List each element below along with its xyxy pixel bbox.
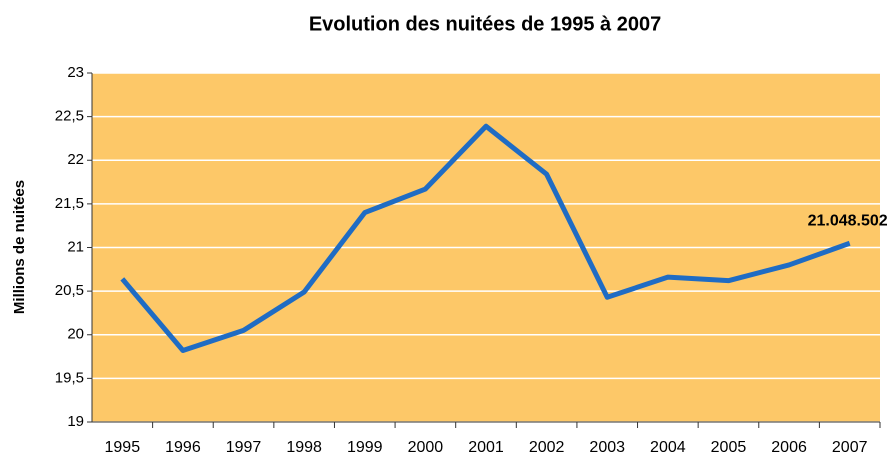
y-tick-label: 19,5 (55, 369, 84, 386)
x-tick-label: 1996 (165, 439, 201, 456)
x-tick-label: 2005 (711, 439, 747, 456)
x-tick-label: 2006 (771, 439, 807, 456)
y-tick-label: 20 (67, 326, 84, 343)
y-tick-label: 21 (67, 238, 84, 255)
y-axis-label: Millions de nuitées (11, 180, 28, 314)
x-tick-label: 2007 (832, 439, 868, 456)
data-label: 21.048.502 (808, 212, 888, 229)
y-tick-label: 19 (67, 413, 84, 430)
x-tick-label: 1999 (347, 439, 383, 456)
x-tick-label: 2002 (529, 439, 565, 456)
line-series (120, 123, 851, 353)
y-tick-label: 22 (67, 151, 84, 168)
y-tick-label: 20,5 (55, 282, 84, 299)
chart-title: Evolution des nuitées de 1995 à 2007 (309, 13, 661, 35)
x-tick-label: 2000 (408, 439, 444, 456)
x-tick-label: 1997 (226, 439, 262, 456)
x-tick-label: 1998 (286, 439, 322, 456)
y-tick-label: 23 (67, 64, 84, 81)
x-tick-label: 1995 (105, 439, 141, 456)
y-tick-label: 22,5 (55, 108, 84, 125)
x-tick-label: 2003 (589, 439, 625, 456)
x-tick-label: 2004 (650, 439, 686, 456)
y-tick-label: 21,5 (55, 195, 84, 212)
x-tick-label: 2001 (468, 439, 504, 456)
